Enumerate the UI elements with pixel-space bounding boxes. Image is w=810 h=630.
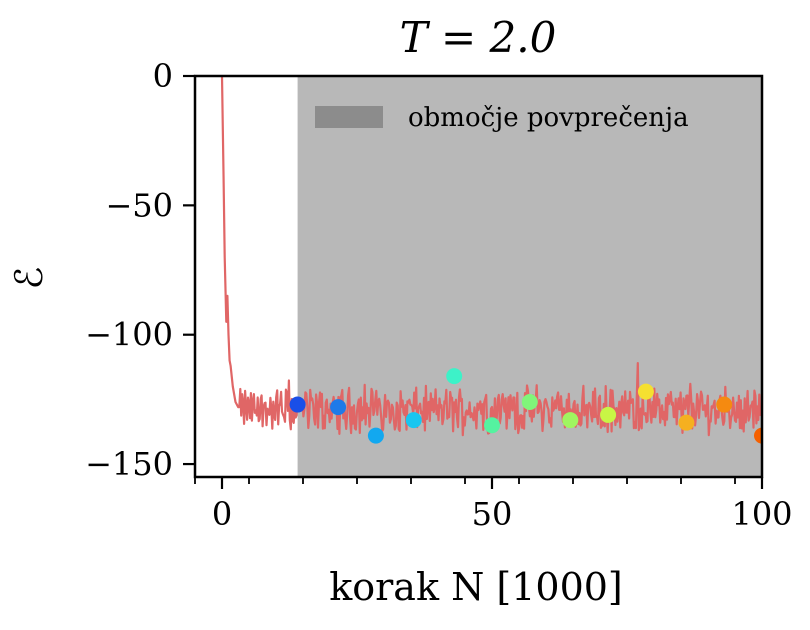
data-point	[754, 427, 762, 444]
x-tick-label: 100	[731, 495, 792, 533]
data-point	[367, 427, 384, 444]
legend-swatch	[315, 106, 383, 128]
data-point	[562, 412, 579, 429]
data-point	[600, 406, 617, 423]
y-tick-label: 0	[153, 57, 173, 95]
data-point	[521, 393, 538, 410]
sample-points	[289, 368, 762, 444]
data-point	[678, 414, 695, 431]
x-tick-label: 50	[472, 495, 513, 533]
y-axis-label: ℰ	[7, 266, 51, 289]
y-tick-label: −50	[105, 186, 173, 224]
data-point	[405, 412, 422, 429]
data-point	[330, 399, 347, 416]
chart-title: T = 2.0	[400, 13, 557, 62]
energy-trace	[220, 76, 762, 437]
plot-frame	[193, 74, 764, 479]
data-point	[484, 417, 500, 434]
data-point	[289, 396, 306, 413]
data-point	[637, 383, 654, 400]
y-tick-label: −100	[85, 316, 173, 354]
x-axis: 0 50 100	[194, 477, 793, 533]
data-point	[446, 368, 463, 385]
data-point	[716, 396, 733, 413]
x-axis-label: korak N [1000]	[329, 565, 623, 609]
legend: območje povprečenja	[315, 103, 689, 133]
y-tick-label: −150	[85, 445, 173, 483]
plot-area	[220, 76, 762, 477]
x-tick-label: 0	[212, 495, 232, 533]
y-axis: 0 −50 −100 −150	[85, 57, 195, 483]
legend-label: območje povprečenja	[408, 103, 689, 133]
energy-line	[220, 76, 762, 437]
